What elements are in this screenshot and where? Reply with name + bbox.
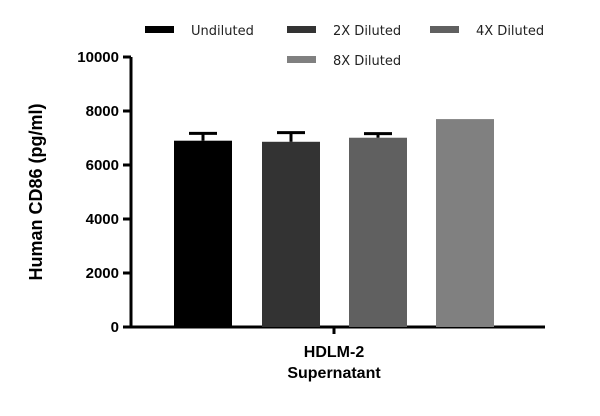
bar-undiluted (174, 140, 232, 327)
y-tick-label: 2000 (86, 265, 119, 282)
x-tick-label-line2: Supernatant (287, 365, 381, 382)
bar-2x-diluted (262, 141, 320, 327)
y-tick-label: 6000 (86, 157, 119, 174)
legend-label: Undiluted (191, 24, 254, 39)
legend-swatch (145, 26, 174, 33)
y-tick-label: 0 (111, 319, 119, 336)
legend: Undiluted 2X Diluted 4X Diluted 8X Diluted (145, 24, 544, 69)
y-tick-label: 4000 (86, 211, 119, 228)
legend-swatch (430, 26, 459, 33)
bars (174, 119, 494, 327)
bar-4x-diluted (349, 137, 407, 327)
legend-label: 2X Diluted (333, 24, 401, 39)
y-axis-label: Human CD86 (pg/ml) (26, 103, 46, 280)
x-tick-label-line1: HDLM-2 (304, 344, 365, 361)
bar-8x-diluted (436, 119, 494, 327)
y-tick-label: 10000 (77, 49, 119, 66)
legend-label: 8X Diluted (333, 54, 401, 69)
legend-swatch (287, 26, 316, 33)
y-tick-label: 8000 (86, 103, 119, 120)
legend-label: 4X Diluted (476, 24, 544, 39)
legend-swatch (287, 56, 316, 63)
